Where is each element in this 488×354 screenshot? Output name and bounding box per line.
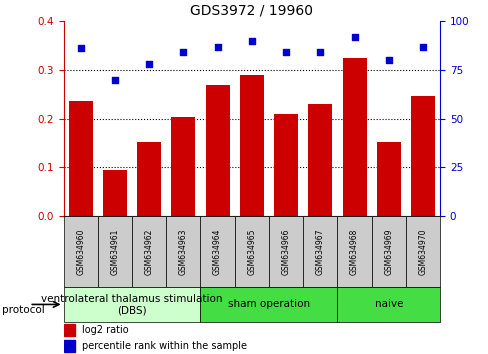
Bar	[137, 142, 161, 216]
Point	[111, 77, 119, 82]
Bar	[273, 114, 298, 216]
Bar	[63, 340, 75, 353]
Text: GSM634962: GSM634962	[144, 228, 153, 275]
Text: naive: naive	[374, 299, 402, 309]
Text: log2 ratio: log2 ratio	[82, 325, 129, 336]
Bar	[342, 58, 366, 216]
Bar	[68, 101, 93, 216]
FancyBboxPatch shape	[303, 216, 337, 287]
Point	[384, 57, 392, 63]
Point	[316, 50, 324, 55]
Bar	[102, 170, 127, 216]
FancyBboxPatch shape	[166, 216, 200, 287]
Text: protocol: protocol	[2, 305, 45, 315]
FancyBboxPatch shape	[98, 216, 132, 287]
FancyBboxPatch shape	[337, 287, 439, 322]
Point	[350, 34, 358, 40]
Text: GSM634968: GSM634968	[349, 228, 358, 275]
Text: GSM634964: GSM634964	[213, 228, 222, 275]
Point	[418, 44, 426, 49]
Text: GSM634960: GSM634960	[76, 228, 85, 275]
Point	[145, 61, 153, 67]
Text: GSM634966: GSM634966	[281, 228, 290, 275]
Bar	[63, 324, 75, 336]
Text: GSM634961: GSM634961	[110, 228, 119, 275]
FancyBboxPatch shape	[132, 216, 166, 287]
FancyBboxPatch shape	[63, 216, 98, 287]
Text: percentile rank within the sample: percentile rank within the sample	[82, 341, 247, 352]
Text: GSM634967: GSM634967	[315, 228, 324, 275]
FancyBboxPatch shape	[200, 287, 337, 322]
Bar	[171, 117, 195, 216]
Point	[247, 38, 255, 44]
Text: sham operation: sham operation	[227, 299, 309, 309]
Text: GSM634965: GSM634965	[247, 228, 256, 275]
FancyBboxPatch shape	[268, 216, 303, 287]
Text: GSM634969: GSM634969	[384, 228, 392, 275]
FancyBboxPatch shape	[371, 216, 405, 287]
FancyBboxPatch shape	[234, 216, 268, 287]
Text: GSM634963: GSM634963	[179, 228, 187, 275]
Text: GSM634970: GSM634970	[418, 228, 427, 275]
Bar	[410, 96, 434, 216]
FancyBboxPatch shape	[337, 216, 371, 287]
Bar	[205, 85, 229, 216]
Text: GDS3972 / 19960: GDS3972 / 19960	[190, 4, 313, 18]
Point	[213, 44, 221, 49]
Bar	[307, 104, 332, 216]
Point	[179, 50, 187, 55]
Bar	[376, 142, 400, 216]
Text: ventrolateral thalamus stimulation
(DBS): ventrolateral thalamus stimulation (DBS)	[41, 293, 223, 315]
FancyBboxPatch shape	[63, 287, 200, 322]
Bar	[239, 75, 264, 216]
FancyBboxPatch shape	[405, 216, 439, 287]
FancyBboxPatch shape	[200, 216, 234, 287]
Point	[282, 50, 289, 55]
Point	[77, 46, 84, 51]
